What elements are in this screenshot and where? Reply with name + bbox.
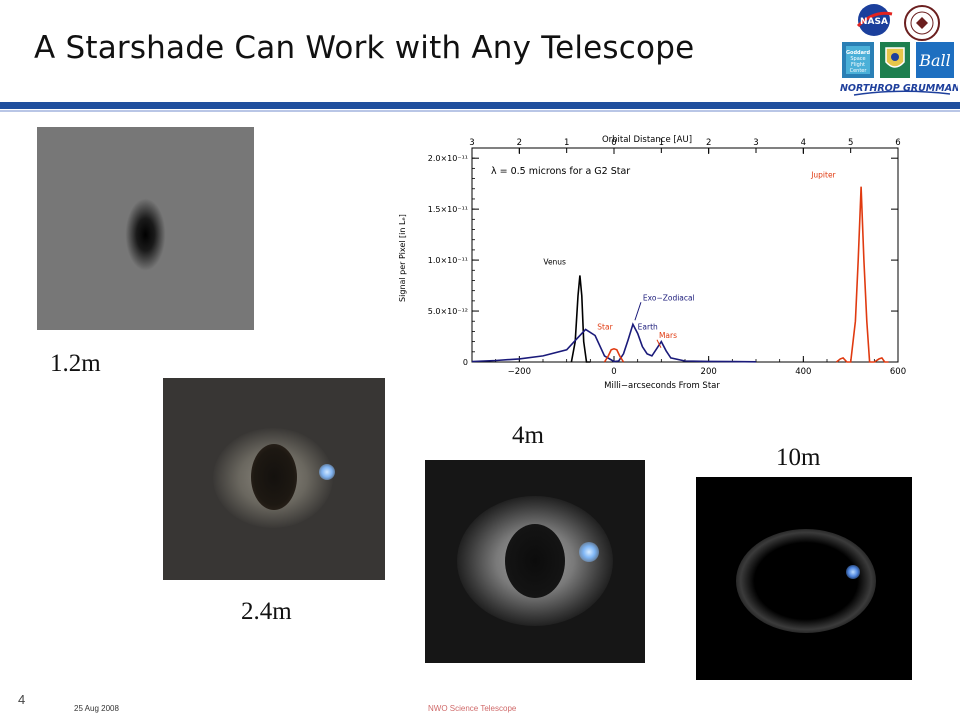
- chart-y-label: Signal per Pixel [in Lₑ]: [398, 214, 407, 302]
- footer-center: NWO Science Telescope: [428, 704, 517, 713]
- panel-label-1-2m: 1.2m: [50, 350, 101, 377]
- ball-logo-icon: Ball: [916, 42, 954, 78]
- top-tick-label: 4: [801, 138, 806, 148]
- x-tick-label: 0: [611, 367, 616, 377]
- central-dark: [251, 444, 297, 510]
- image-2-4m: [163, 378, 385, 580]
- top-tick-label: 1: [564, 138, 569, 148]
- top-tick-label: 2: [517, 138, 522, 148]
- top-tick-label: 3: [469, 138, 474, 148]
- page-number: 4: [18, 692, 26, 707]
- y-tick-label: 1.0×10⁻¹¹: [428, 256, 468, 265]
- signal-chart: Orbital Distance [AU] λ = 0.5 microns fo…: [398, 135, 906, 391]
- image-1-2m: [37, 127, 254, 330]
- planet-dot: [319, 464, 335, 480]
- chart-frame: [471, 147, 899, 363]
- footer-date: 25 Aug 2008: [74, 704, 119, 713]
- top-tick-label: 1: [659, 138, 664, 148]
- planet-dot: [846, 565, 860, 579]
- y-tick-label: 5.0×10⁻¹²: [428, 307, 468, 316]
- series-label-1: Exo−Zodiacal: [643, 293, 695, 302]
- goddard-logo-icon: Goddard Space Flight Center: [842, 42, 874, 78]
- series-line-3: [603, 347, 625, 363]
- series-label-2: Earth: [638, 323, 658, 332]
- top-tick-label: 0: [611, 138, 616, 148]
- header-rule: [0, 102, 960, 109]
- y-tick-label: 2.0×10⁻¹¹: [428, 154, 468, 163]
- nasa-logo-icon: NASA: [856, 4, 893, 36]
- series-leader-1: [634, 302, 642, 321]
- x-tick-label: −200: [508, 367, 531, 377]
- x-tick-label: 200: [701, 367, 717, 377]
- y-tick-label: 0: [463, 358, 468, 367]
- series-leader-4: [656, 339, 662, 348]
- university-seal-icon: [904, 5, 940, 41]
- top-tick-label: 3: [753, 138, 758, 148]
- svg-text:NASA: NASA: [860, 17, 888, 27]
- svg-text:Flight: Flight: [851, 62, 865, 68]
- svg-text:NORTHROP GRUMMAN: NORTHROP GRUMMAN: [840, 83, 958, 94]
- top-tick-label: 2: [706, 138, 711, 148]
- sponsor-logos: NASA Goddard Space Flight Center Ball NO…: [840, 4, 958, 96]
- svg-text:Space: Space: [850, 56, 865, 62]
- y-tick-label: 1.5×10⁻¹¹: [428, 205, 468, 214]
- x-tick-label: 400: [795, 367, 811, 377]
- image-10m: [696, 477, 912, 680]
- series-line-5: [835, 186, 889, 363]
- series-line-0: [570, 275, 591, 363]
- image-4m: [425, 460, 645, 663]
- series-label-0: Venus: [543, 257, 566, 266]
- header-rule-accent: [0, 110, 960, 112]
- series-label-5: Jupiter: [810, 171, 836, 180]
- agency-shield-icon: [880, 42, 910, 78]
- panel-label-4m: 4m: [512, 422, 544, 449]
- svg-text:Center: Center: [850, 68, 868, 74]
- series-label-3: Star: [597, 323, 613, 332]
- svg-text:Goddard: Goddard: [846, 50, 871, 56]
- panel-label-10m: 10m: [776, 444, 821, 471]
- chart-annotation: λ = 0.5 microns for a G2 Star: [491, 166, 630, 177]
- slide-title: A Starshade Can Work with Any Telescope: [34, 30, 695, 66]
- top-tick-label: 6: [895, 138, 900, 148]
- top-tick-label: 5: [848, 138, 853, 148]
- planet-dot: [579, 542, 599, 562]
- ring-glow: [736, 529, 876, 633]
- central-dark: [505, 524, 565, 598]
- northrop-grumman-logo-icon: NORTHROP GRUMMAN: [840, 83, 958, 96]
- series-label-4: Mars: [659, 331, 677, 340]
- series-line-1: [471, 322, 757, 363]
- chart-title: Orbital Distance [AU]: [602, 135, 692, 145]
- panel-label-2-4m: 2.4m: [241, 598, 292, 625]
- svg-text:Ball: Ball: [918, 51, 951, 70]
- x-tick-label: 600: [890, 367, 906, 377]
- chart-x-label: Milli−arcseconds From Star: [604, 381, 720, 391]
